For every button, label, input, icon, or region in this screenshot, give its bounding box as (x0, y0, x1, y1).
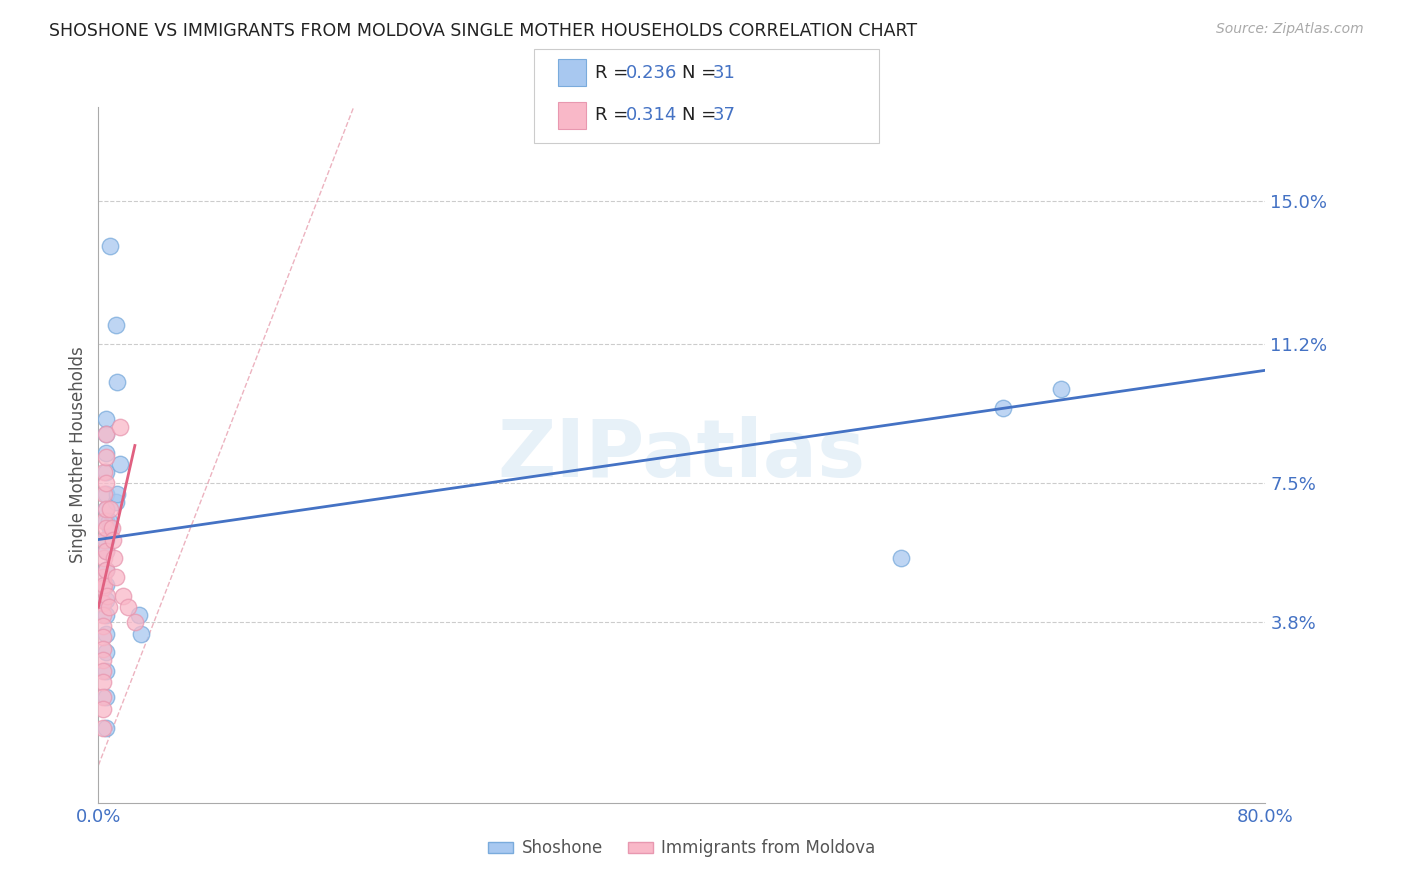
Point (94, 502, 117, 516)
Text: ZIPatlas: ZIPatlas (498, 416, 866, 494)
Text: 0.236: 0.236 (626, 64, 678, 82)
Point (94, 544, 117, 558)
Point (94, 626, 117, 640)
Point (91, 582, 114, 596)
Point (98, 502, 121, 516)
Point (94, 521, 117, 535)
Point (94, 577, 117, 591)
Point (94, 563, 117, 577)
Point (117, 600, 139, 615)
Point (94, 563, 117, 577)
Point (91, 653, 114, 667)
Point (110, 458, 132, 472)
Point (93, 577, 115, 591)
Point (93, 551, 115, 566)
Point (94, 533, 117, 547)
Point (1050, 382, 1073, 396)
Point (94, 476, 117, 491)
Point (991, 401, 1014, 415)
Text: 31: 31 (713, 64, 735, 82)
Point (94, 412, 117, 426)
Point (94, 592, 117, 607)
Point (98, 239, 121, 253)
Point (128, 607, 150, 622)
Text: N =: N = (682, 106, 721, 124)
Point (93, 465, 115, 479)
Point (94, 607, 117, 622)
Y-axis label: Single Mother Households: Single Mother Households (69, 347, 87, 563)
Point (94, 427, 117, 442)
Point (104, 570, 127, 584)
Point (94, 427, 117, 442)
Point (94, 544, 117, 558)
Point (91, 641, 114, 656)
Text: N =: N = (682, 64, 721, 82)
Point (94, 721, 117, 735)
Point (91, 570, 114, 584)
Point (91, 664, 114, 678)
Text: Source: ZipAtlas.com: Source: ZipAtlas.com (1216, 22, 1364, 37)
Point (93, 514, 115, 528)
Point (110, 419, 132, 434)
Point (96, 589, 118, 603)
Point (124, 615, 146, 630)
Point (105, 375, 128, 389)
Point (101, 533, 124, 547)
Point (94, 514, 117, 528)
Text: R =: R = (595, 64, 634, 82)
Point (97, 600, 120, 615)
Point (105, 487, 128, 501)
Point (91, 675, 114, 690)
Text: R =: R = (595, 106, 634, 124)
Point (94, 645, 117, 659)
Point (94, 446, 117, 460)
Point (94, 450, 117, 464)
Point (91, 721, 114, 735)
Text: 0.314: 0.314 (626, 106, 678, 124)
Point (890, 551, 912, 566)
Point (94, 465, 117, 479)
Point (94, 502, 117, 516)
Legend: Shoshone, Immigrants from Moldova: Shoshone, Immigrants from Moldova (482, 833, 882, 864)
Point (104, 318, 127, 333)
Point (93, 533, 115, 547)
Point (129, 626, 152, 640)
Point (94, 664, 117, 678)
Point (97, 514, 120, 528)
Point (94, 487, 117, 501)
Point (91, 607, 114, 622)
Point (94, 690, 117, 705)
Point (91, 630, 114, 644)
Point (112, 589, 135, 603)
Point (91, 619, 114, 633)
Point (91, 702, 114, 716)
Text: 37: 37 (713, 106, 735, 124)
Point (93, 487, 115, 501)
Point (91, 597, 114, 611)
Text: SHOSHONE VS IMMIGRANTS FROM MOLDOVA SINGLE MOTHER HOUSEHOLDS CORRELATION CHART: SHOSHONE VS IMMIGRANTS FROM MOLDOVA SING… (49, 22, 917, 40)
Point (103, 551, 125, 566)
Point (91, 690, 114, 705)
Point (98, 521, 121, 535)
Point (100, 521, 122, 535)
Point (104, 495, 127, 509)
